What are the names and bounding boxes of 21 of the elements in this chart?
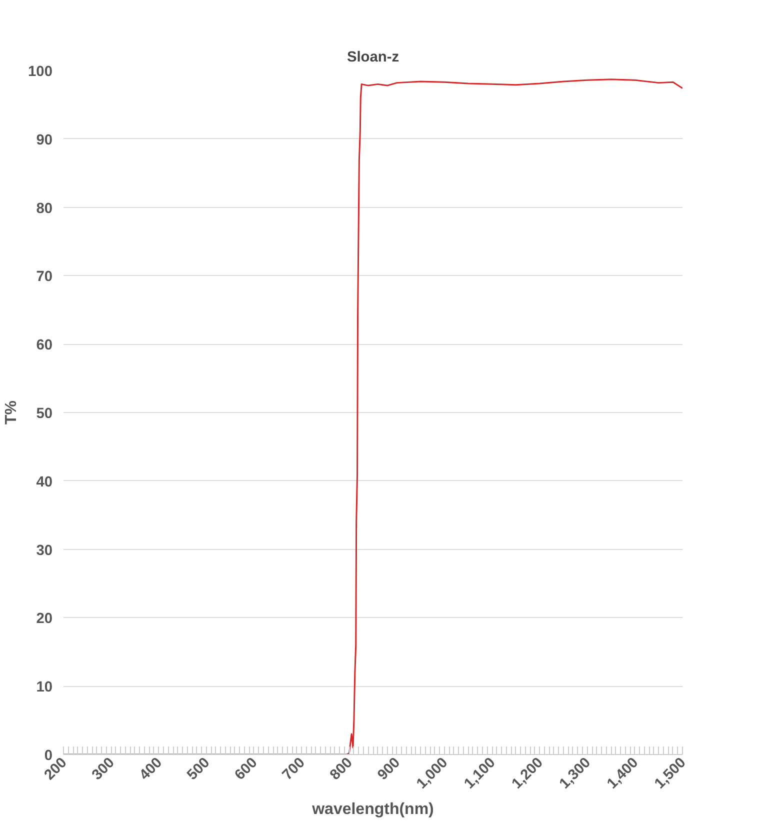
y-axis-title: T% xyxy=(3,400,20,424)
chart-title: Sloan-z xyxy=(346,50,400,66)
y-tick-label: 0 xyxy=(44,748,53,764)
y-tick-label: 70 xyxy=(36,269,53,286)
y-tick-label: 100 xyxy=(28,64,53,80)
x-tick-label: 900 xyxy=(374,754,404,784)
y-tick-label: 80 xyxy=(36,200,53,217)
x-tick-label: 600 xyxy=(232,754,261,784)
y-tick-label: 60 xyxy=(36,338,53,354)
y-tick-label: 10 xyxy=(36,680,53,696)
y-tick-label: 20 xyxy=(36,611,53,628)
y-tick-label: 90 xyxy=(36,132,53,148)
x-tick-label: 300 xyxy=(89,754,118,784)
y-tick-label: 50 xyxy=(36,406,53,422)
x-tick-label: 700 xyxy=(280,754,308,784)
x-tick-label: 500 xyxy=(184,754,214,784)
x-tick-label: 400 xyxy=(136,754,166,784)
x-axis-title: wavelength(nm) xyxy=(311,801,434,818)
y-tick-label: 30 xyxy=(36,542,53,559)
y-tick-label: 40 xyxy=(36,474,53,490)
x-tick-label: 800 xyxy=(327,754,356,784)
